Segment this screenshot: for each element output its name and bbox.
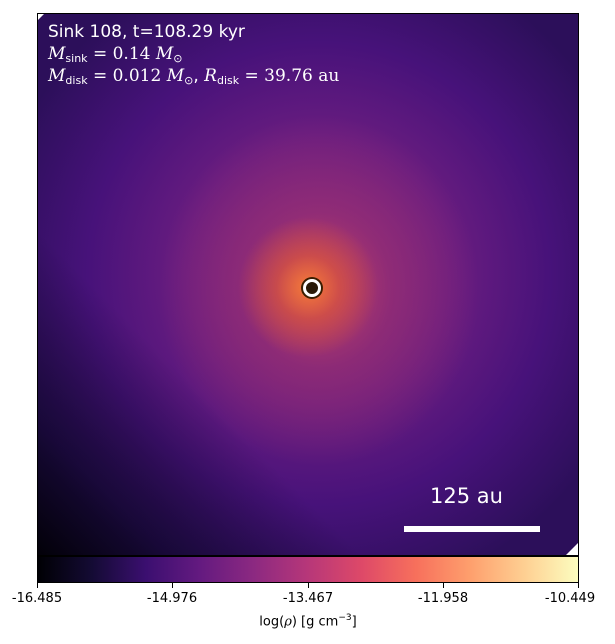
colorbar-tick-label: -13.467 — [282, 591, 334, 606]
colorbar-tick-label: -10.449 — [544, 591, 596, 606]
disk-radius-value: = 39.76 — [244, 66, 313, 86]
disk-mass-unit-subscript: ⊙ — [184, 74, 194, 87]
disk-mass-symbol: M — [48, 66, 66, 86]
disk-mass-value: = 0.012 — [92, 66, 162, 86]
colorbar-label: log(ρ) [g cm−3] — [37, 613, 579, 629]
sink-mass-value: = 0.14 — [92, 44, 151, 64]
separator-comma: , — [193, 66, 199, 86]
sink-mass-line: Msink = 0.14 M⊙ — [48, 43, 339, 65]
disk-mass-unit: M — [166, 66, 185, 86]
colorbar-tick-label: -14.976 — [146, 591, 198, 606]
sink-mass-unit-subscript: ⊙ — [173, 52, 183, 65]
colorbar-tick-label: -16.485 — [11, 591, 63, 606]
sink-mass-symbol: M — [48, 44, 66, 64]
colorbar-tick-mark — [37, 583, 38, 588]
corner-artifact-bottom-right — [566, 543, 578, 555]
colorbar-label-suffix: ) [g cm — [291, 614, 339, 630]
density-map-panel: Sink 108, t=108.29 kyr Msink = 0.14 M⊙ M… — [37, 13, 579, 556]
sink-mass-subscript: sink — [65, 52, 88, 65]
colorbar-tick-label: -11.958 — [417, 591, 469, 606]
disk-mass-subscript: disk — [65, 74, 88, 87]
colorbar-label-close: ] — [351, 614, 357, 630]
sink-info-annotation: Sink 108, t=108.29 kyr Msink = 0.14 M⊙ M… — [48, 21, 339, 87]
corner-artifact-top-left — [38, 14, 44, 20]
colorbar-tick-mark — [578, 583, 579, 588]
colorbar-tick-mark — [443, 583, 444, 588]
sink-particle-marker — [303, 279, 321, 297]
scale-bar-label: 125 au — [430, 484, 503, 508]
scale-bar — [404, 526, 540, 532]
colorbar-label-symbol: ρ — [284, 614, 292, 630]
colorbar-tick-mark — [308, 583, 309, 588]
colorbar-label-prefix: log( — [259, 614, 285, 630]
disk-radius-symbol: R — [204, 66, 217, 86]
disk-properties-line: Mdisk = 0.012 M⊙, Rdisk = 39.76 au — [48, 65, 339, 87]
sink-mass-unit: M — [155, 44, 174, 64]
disk-radius-unit: au — [318, 66, 340, 86]
colorbar — [37, 556, 579, 583]
sink-title: Sink 108, t=108.29 kyr — [48, 22, 245, 42]
colorbar-label-exponent: −3 — [338, 613, 352, 623]
colorbar-tick-mark — [172, 583, 173, 588]
disk-radius-subscript: disk — [216, 74, 240, 87]
